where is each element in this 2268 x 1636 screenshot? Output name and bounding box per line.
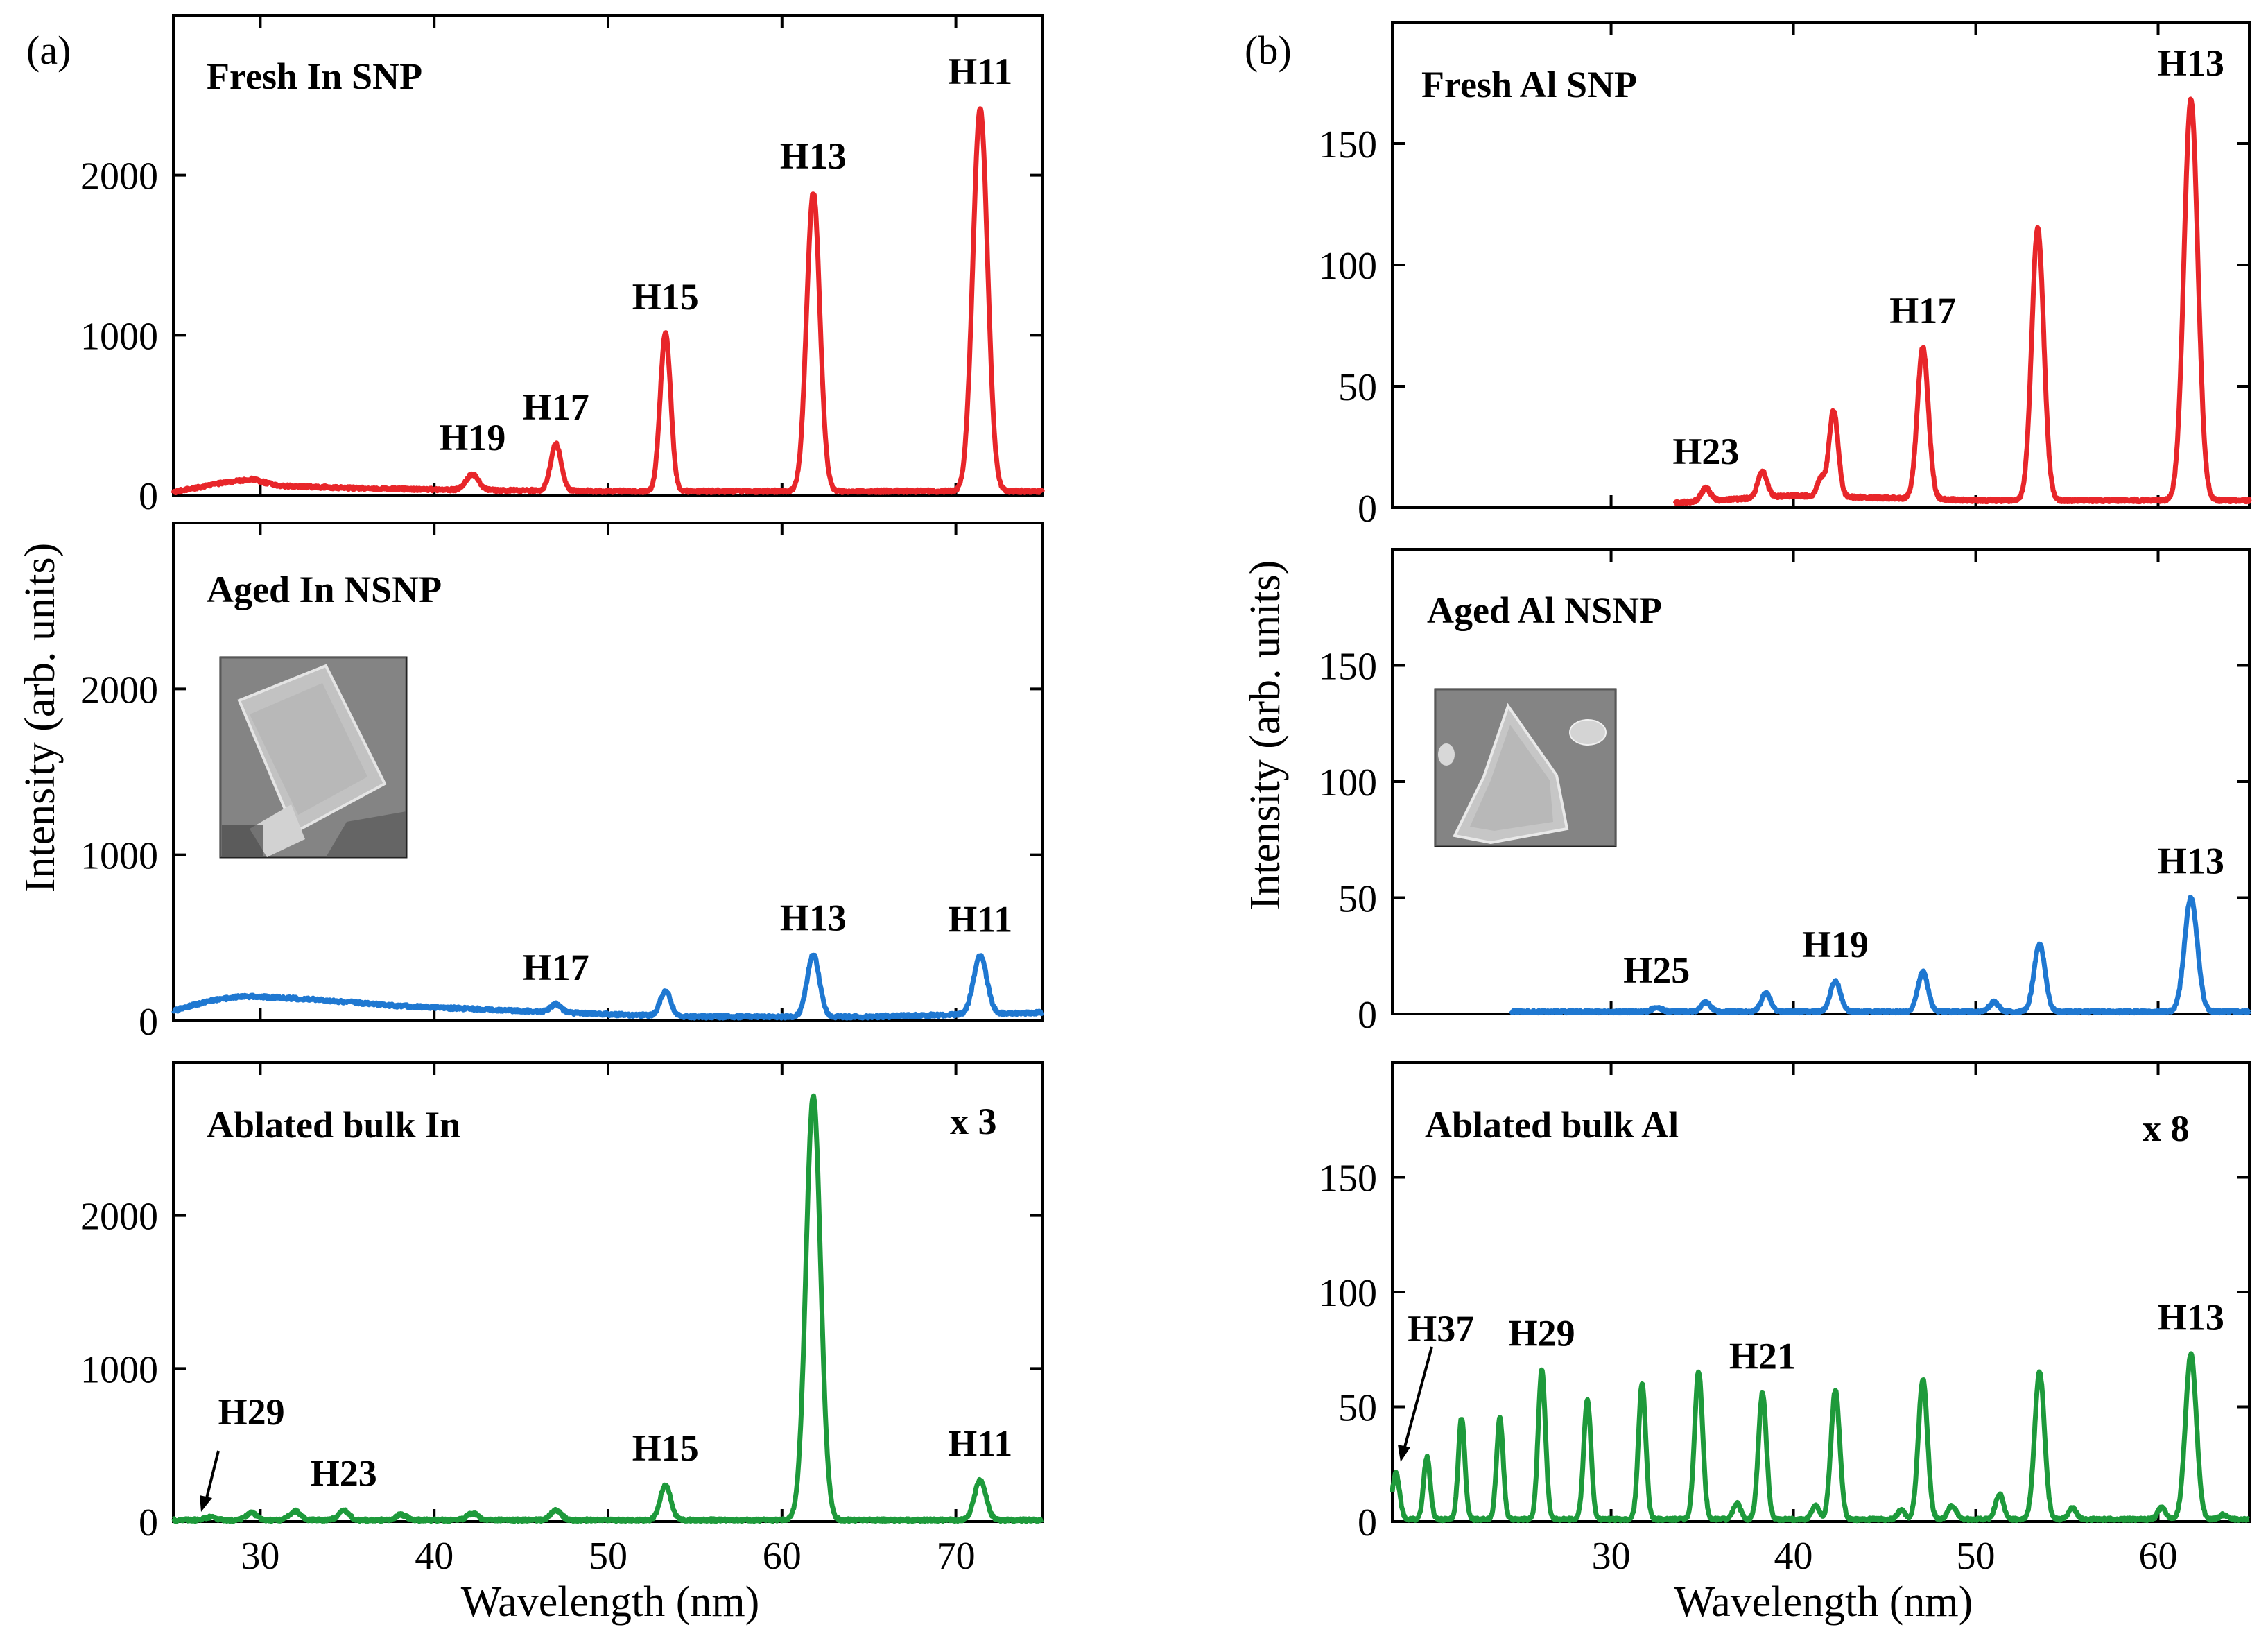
x-tick-label: 40 [415,1535,453,1578]
subplot-title: Aged In NSNP [207,569,442,610]
series-aged-al [1509,895,2252,1016]
subplot-title: Fresh Al SNP [1421,64,1637,105]
peak-label-h13: H13 [2158,841,2224,882]
y-tick-label: 50 [1338,366,1377,409]
y-tick-label: 150 [1319,123,1377,166]
subplot-title: Ablated bulk Al [1425,1104,1679,1146]
series-bulk-in [171,1093,1045,1524]
panel-label-b: (b) [1245,28,1292,73]
peak-label-h11: H11 [948,1422,1012,1464]
y-tick-label: 150 [1319,646,1377,689]
panel-label-a: (a) [26,28,71,73]
series-fresh-in [171,106,1046,495]
subplot-title: Aged Al NSNP [1427,589,1662,631]
peak-label-h19: H19 [1802,924,1869,965]
annotation-arrow-h29 [200,1450,220,1512]
peak-label-h15: H15 [632,1427,699,1469]
y-tick-label: 0 [1358,994,1377,1037]
x-tick-label: 30 [1592,1535,1631,1578]
peak-label-h29: H29 [1509,1313,1575,1354]
x-tick-label: 70 [937,1535,976,1578]
peak-label-h13: H13 [2158,42,2224,84]
y-ticks: 0 50 100 150 [1319,22,2249,531]
y-tick-label: 2000 [80,1196,158,1239]
peak-label-h17: H17 [1889,290,1956,331]
peak-label-h37: H37 [1408,1308,1474,1350]
subplot-aged-al: Aged Al NSNP 0 50 100 150 H25 H19 H13 [1319,548,2252,1037]
y-tick-label: 1000 [80,315,158,358]
series-fresh-al [1672,96,2252,507]
peak-label-h11: H11 [948,899,1012,940]
peak-label-h25: H25 [1623,949,1690,991]
y-tick-label: 100 [1319,761,1377,804]
panel-b: (b) Intensity (arb. units) Wavelength (n… [1242,21,2252,1626]
subplot-fresh-in: Fresh In SNP 0 1000 2000 H19 H17 H15 H13 H11 [80,14,1046,518]
peak-labels: H23 H17 H13 [1672,42,2224,472]
series-aged-in [171,952,1045,1021]
inset-sem-image [219,656,408,859]
y-ticks: 0 1000 2000 [80,523,1043,1044]
x-axis-label-a: Wavelength (nm) [461,1578,760,1626]
peak-labels: H25 H19 H13 [1623,841,2224,991]
peak-labels: H37 H29 H21 H13 [1408,1296,2224,1377]
y-tick-label: 50 [1338,1387,1377,1430]
x-axis-label-b: Wavelength (nm) [1674,1578,1973,1626]
y-axis-label-b: Intensity (arb. units) [1242,560,1289,911]
peak-label-h17: H17 [523,386,589,428]
y-tick-label: 2000 [80,155,158,198]
y-tick-label: 1000 [80,1348,158,1391]
x-tick-label: 50 [1957,1535,1996,1578]
peak-label-h21: H21 [1729,1336,1796,1377]
y-tick-label: 0 [139,475,158,518]
y-ticks: 0 1000 2000 [80,15,1043,518]
peak-labels: H29 H23 H15 H11 [218,1391,1013,1494]
y-tick-label: 2000 [80,669,158,712]
panel-a: (a) Intensity (arb. units) Wavelength (n… [17,14,1046,1626]
y-tick-label: 0 [1358,1501,1377,1544]
annotation-arrow-h37 [1398,1346,1433,1462]
peak-labels: H19 H17 H15 H13 H11 [439,51,1012,458]
y-axis-label-a: Intensity (arb. units) [17,543,64,893]
x-ticks-a: 30 40 50 60 70 [241,1535,975,1578]
peak-label-h23: H23 [311,1452,377,1494]
y-ticks: 0 1000 2000 [80,1062,1043,1544]
series-bulk-al [1390,1351,2251,1524]
y-tick-label: 0 [139,1501,158,1544]
x-tick-label: 60 [763,1535,802,1578]
subplot-fresh-al: Fresh Al SNP 0 50 100 150 H23 H17 H13 [1319,21,2252,531]
peak-label-h19: H19 [439,417,505,458]
peak-labels: H17 H13 H11 [523,897,1012,988]
peak-label-h23: H23 [1672,431,1739,472]
x-tick-label: 30 [241,1535,279,1578]
inset-sem-image [1434,688,1617,847]
peak-label-h13: H13 [2158,1296,2224,1338]
subplot-aged-in: Aged In NSNP 0 1000 2000 H17 H13 H11 [80,522,1045,1044]
multiplier-label: x 3 [950,1101,997,1142]
y-tick-label: 0 [1358,488,1377,531]
y-tick-label: 100 [1319,1272,1377,1315]
multiplier-label: x 8 [2143,1108,2190,1149]
peak-label-h11: H11 [948,51,1012,92]
peak-label-h15: H15 [632,276,699,318]
x-ticks-b: 30 40 50 60 [1592,1535,2178,1578]
x-tick-label: 50 [589,1535,627,1578]
peak-label-h13: H13 [780,135,847,177]
subplot-title: Fresh In SNP [207,55,422,97]
y-tick-label: 100 [1319,245,1377,288]
peak-label-h17: H17 [523,947,589,988]
y-tick-label: 50 [1338,878,1377,921]
peak-label-h29: H29 [218,1391,285,1433]
y-tick-label: 1000 [80,835,158,878]
x-tick-label: 60 [2139,1535,2178,1578]
y-tick-label: 150 [1319,1157,1377,1200]
subplot-title: Ablated bulk In [207,1104,460,1146]
y-ticks: 0 50 100 150 [1319,1062,2249,1544]
y-tick-label: 0 [139,1001,158,1044]
peak-label-h13: H13 [780,897,847,938]
x-tick-label: 40 [1774,1535,1813,1578]
